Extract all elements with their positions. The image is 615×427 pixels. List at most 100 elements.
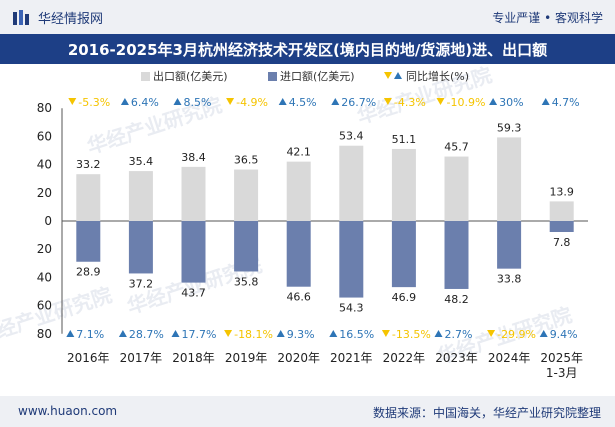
x-tick-label: 1-3月 bbox=[546, 366, 578, 380]
export-value-label: 38.4 bbox=[181, 151, 206, 164]
logo-icon bbox=[13, 9, 29, 25]
y-tick-label: 40 bbox=[37, 158, 52, 172]
legend-import-swatch bbox=[268, 72, 277, 81]
import-growth-up-marker bbox=[66, 330, 75, 337]
import-value-label: 46.9 bbox=[392, 291, 417, 304]
y-tick-label: 80 bbox=[37, 101, 52, 115]
import-bar bbox=[391, 221, 416, 288]
x-tick-label: 2024年 bbox=[488, 351, 531, 365]
import-bar bbox=[286, 221, 311, 287]
export-growth-label: 30% bbox=[499, 96, 523, 109]
export-value-label: 13.9 bbox=[549, 185, 574, 198]
export-bar bbox=[181, 166, 206, 221]
import-bar bbox=[339, 221, 364, 298]
import-value-label: 33.8 bbox=[497, 273, 522, 286]
top-bar: 华经情报网 专业严谨 • 客观科学 bbox=[0, 0, 615, 34]
export-growth-up-marker bbox=[120, 98, 129, 105]
import-growth-up-marker bbox=[539, 330, 548, 337]
legend-import-label: 进口额(亿美元) bbox=[280, 70, 355, 83]
legend-export-swatch bbox=[141, 72, 150, 81]
footer-source: 数据来源：中国海关，华经产业研究院整理 bbox=[372, 406, 601, 420]
import-bar bbox=[497, 221, 522, 269]
export-growth-label: 4.5% bbox=[289, 96, 317, 109]
import-growth-down-marker bbox=[224, 330, 233, 337]
import-growth-down-marker bbox=[487, 330, 496, 337]
legend-down-marker bbox=[384, 72, 392, 79]
export-value-label: 35.4 bbox=[129, 155, 154, 168]
export-growth-label: -4.3% bbox=[394, 96, 426, 109]
import-growth-down-marker bbox=[381, 330, 390, 337]
import-value-label: 35.8 bbox=[234, 275, 259, 288]
import-bar bbox=[549, 221, 574, 232]
chart: 华经产业研究院 华经产业研究院华经产业研究院华经产业研究院华经产业研究院出口额(亿… bbox=[0, 64, 588, 380]
export-bar bbox=[497, 137, 522, 221]
logo: 华经情报网 bbox=[12, 8, 103, 27]
y-tick-label: 0 bbox=[44, 214, 52, 228]
import-value-label: 7.8 bbox=[553, 236, 571, 249]
legend-growth-label: 同比增长(%) bbox=[406, 69, 469, 83]
export-growth-up-marker bbox=[489, 98, 498, 105]
import-growth-label: 16.5% bbox=[339, 328, 374, 341]
export-growth-down-marker bbox=[383, 98, 392, 105]
x-tick-label: 2025年 bbox=[540, 351, 583, 365]
x-tick-label: 2018年 bbox=[172, 351, 215, 365]
x-tick-label: 2016年 bbox=[67, 351, 110, 365]
import-growth-up-marker bbox=[329, 330, 338, 337]
import-growth-label: -13.5% bbox=[392, 328, 431, 341]
export-value-label: 45.7 bbox=[444, 141, 469, 154]
import-value-label: 48.2 bbox=[444, 293, 469, 306]
x-tick-label: 2023年 bbox=[435, 351, 478, 365]
export-growth-label: -5.3% bbox=[78, 96, 110, 109]
y-tick-label: 60 bbox=[37, 129, 52, 143]
y-tick-label: 40 bbox=[37, 270, 52, 284]
footer-url[interactable]: www.huaon.com bbox=[18, 404, 118, 418]
import-growth-label: 9.3% bbox=[287, 328, 315, 341]
legend-up-marker bbox=[394, 72, 402, 79]
export-growth-label: -4.9% bbox=[236, 96, 268, 109]
import-bar bbox=[444, 221, 469, 289]
x-tick-label: 2019年 bbox=[225, 351, 268, 365]
export-value-label: 51.1 bbox=[392, 133, 417, 146]
export-bar bbox=[549, 201, 574, 221]
export-growth-label: 26.7% bbox=[341, 96, 376, 109]
import-growth-label: 2.7% bbox=[445, 328, 473, 341]
import-growth-up-marker bbox=[434, 330, 443, 337]
export-bar bbox=[339, 145, 364, 221]
import-value-label: 37.2 bbox=[129, 277, 154, 290]
footer: www.huaon.com 数据来源：中国海关，华经产业研究院整理 bbox=[0, 396, 615, 427]
y-tick-label: 20 bbox=[37, 242, 52, 256]
export-value-label: 59.3 bbox=[497, 121, 522, 134]
import-value-label: 43.7 bbox=[181, 287, 206, 300]
export-growth-label: -10.9% bbox=[447, 96, 486, 109]
export-value-label: 36.5 bbox=[234, 154, 259, 167]
export-growth-up-marker bbox=[541, 98, 550, 105]
export-value-label: 42.1 bbox=[286, 146, 311, 159]
legend-export-label: 出口额(亿美元) bbox=[153, 69, 228, 83]
export-growth-down-marker bbox=[436, 98, 445, 105]
x-tick-label: 2021年 bbox=[330, 351, 373, 365]
chart-title: 2016-2025年3月杭州经济技术开发区(境内目的地/货源地)进、出口额 bbox=[67, 40, 548, 59]
y-tick-label: 80 bbox=[37, 327, 52, 341]
chart-title-bar: 2016-2025年3月杭州经济技术开发区(境内目的地/货源地)进、出口额 bbox=[0, 34, 615, 64]
import-growth-label: 17.7% bbox=[182, 328, 217, 341]
import-growth-label: -29.9% bbox=[497, 328, 536, 341]
import-growth-up-marker bbox=[171, 330, 180, 337]
tagline: 专业严谨 • 客观科学 bbox=[492, 11, 603, 25]
export-growth-label: 4.7% bbox=[552, 96, 580, 109]
import-value-label: 54.3 bbox=[339, 302, 364, 315]
import-value-label: 46.6 bbox=[286, 291, 311, 304]
logo-text: 华经情报网 bbox=[38, 12, 104, 27]
import-growth-label: 7.1% bbox=[76, 328, 104, 341]
export-value-label: 53.4 bbox=[339, 130, 364, 143]
export-bar bbox=[391, 148, 416, 221]
import-growth-up-marker bbox=[118, 330, 127, 337]
export-bar bbox=[444, 156, 469, 221]
import-growth-up-marker bbox=[276, 330, 285, 337]
y-tick-label: 20 bbox=[37, 186, 52, 200]
export-bar bbox=[128, 171, 153, 221]
export-value-label: 33.2 bbox=[76, 158, 101, 171]
import-growth-label: 9.4% bbox=[550, 328, 578, 341]
export-growth-label: 8.5% bbox=[184, 96, 212, 109]
x-tick-label: 2022年 bbox=[383, 351, 426, 365]
import-growth-label: -18.1% bbox=[234, 328, 273, 341]
